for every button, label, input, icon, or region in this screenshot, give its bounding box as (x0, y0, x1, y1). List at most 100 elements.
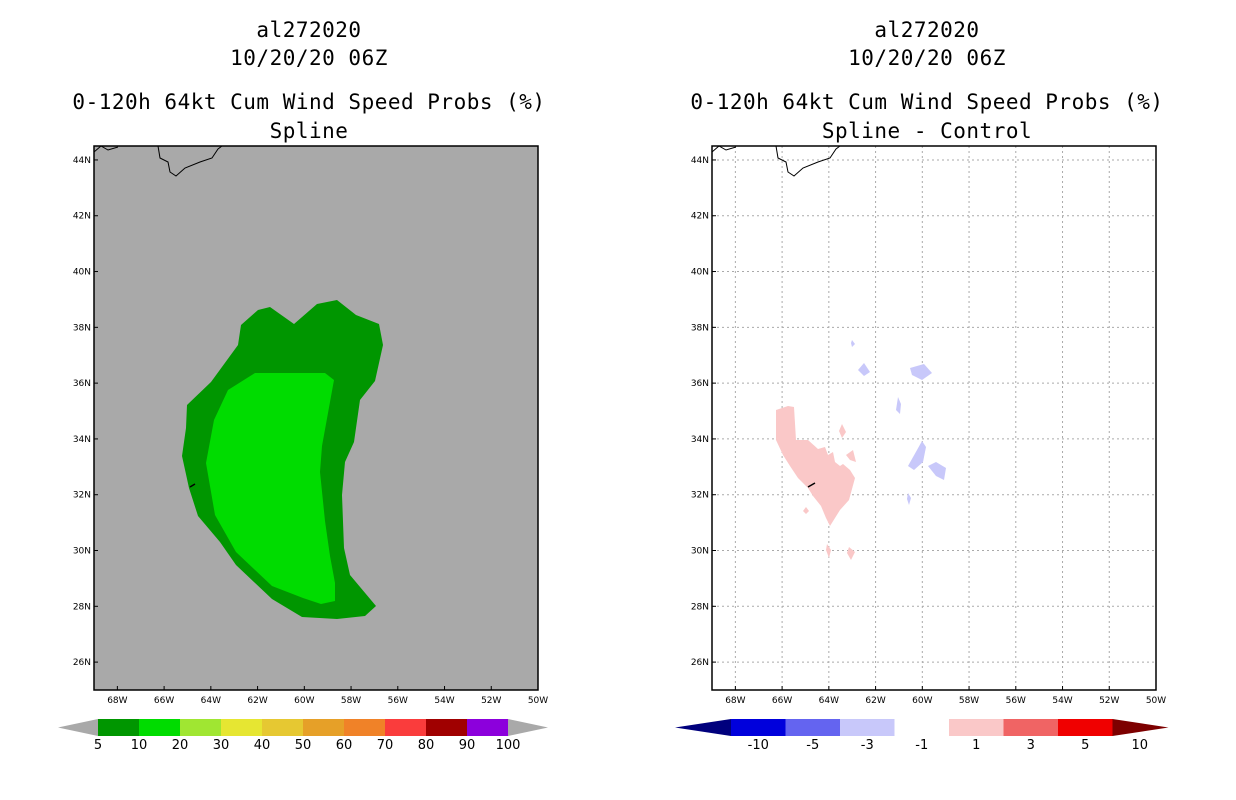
colorbar-label: 90 (459, 738, 476, 753)
colorbar-end-low (58, 719, 98, 736)
diff-region-negative (910, 364, 932, 380)
y-tick-label: 42N (691, 212, 709, 222)
colorbar-end-low (675, 719, 731, 736)
diff-region-positive (839, 424, 846, 438)
x-tick-label: 54W (1052, 696, 1072, 706)
x-tick-label: 54W (434, 696, 454, 706)
colorbar-label: -3 (861, 738, 874, 753)
y-tick-label: 28N (691, 602, 709, 612)
right-panel: al272020 10/20/20 06Z 0-120h 64kt Cum Wi… (618, 0, 1236, 800)
y-tick-label: 44N (73, 156, 91, 166)
x-tick-label: 62W (865, 696, 885, 706)
x-tick-label: 60W (912, 696, 932, 706)
colorbar-swatch (1003, 719, 1058, 736)
x-tick-label: 50W (528, 696, 548, 706)
colorbar-swatch (785, 719, 840, 736)
chart-subtitle-left: Spline (269, 119, 349, 143)
x-tick-label: 56W (388, 696, 408, 706)
colorbar-label: 5 (94, 738, 102, 753)
date-right: 10/20/20 06Z (848, 46, 1006, 70)
island-outline-left (189, 483, 196, 488)
x-tick-label: 68W (107, 696, 127, 706)
x-tick-label: 58W (959, 696, 979, 706)
colorbar-label: 80 (418, 738, 435, 753)
y-tick-label: 30N (73, 547, 91, 557)
y-tick-label: 42N (73, 212, 91, 222)
colorbar-label: 1 (972, 738, 980, 753)
colorbar-label: 10 (1131, 738, 1148, 753)
colorbar-swatch (426, 719, 467, 736)
diff-region-negative (858, 363, 870, 376)
x-tick-label: 60W (294, 696, 314, 706)
diff-region-positive (847, 547, 855, 560)
coastline-right (711, 145, 841, 177)
colorbar-label: 3 (1027, 738, 1035, 753)
colorbar-label: 100 (496, 738, 521, 753)
diff-region-negative (851, 340, 855, 347)
colorbar-label: -5 (806, 738, 819, 753)
colorbar-label: 40 (254, 738, 271, 753)
colorbar-swatch (139, 719, 180, 736)
map-frame-right (711, 145, 1157, 691)
coastline-left (93, 145, 223, 177)
colorbar-swatch (98, 719, 139, 736)
diff-region-positive (776, 406, 855, 526)
x-tick-label: 64W (201, 696, 221, 706)
x-tick-label: 52W (1099, 696, 1119, 706)
colorbar-label: 30 (213, 738, 230, 753)
colorbar-swatch (840, 719, 895, 736)
chart-subtitle-right: Spline - Control (821, 119, 1033, 143)
colorbar-swatch (731, 719, 786, 736)
diff-region-positive (826, 544, 831, 558)
x-tick-label: 68W (725, 696, 745, 706)
colorbar-label: 60 (336, 738, 353, 753)
map-frame-left (93, 145, 539, 691)
storm-id-left: al272020 (256, 18, 362, 42)
colorbar-label: 50 (295, 738, 312, 753)
chart-title-right: 0-120h 64kt Cum Wind Speed Probs (%) (690, 90, 1164, 114)
y-tick-label: 36N (691, 379, 709, 389)
colorbar-label: -10 (748, 738, 769, 753)
colorbar-swatch (1058, 719, 1113, 736)
x-tick-label: 52W (481, 696, 501, 706)
colorbar-swatch (949, 719, 1004, 736)
colorbar-swatch (262, 719, 303, 736)
colorbar-swatch (221, 719, 262, 736)
y-tick-label: 34N (73, 435, 91, 445)
y-tick-label: 38N (691, 323, 709, 333)
colorbar-swatch (894, 719, 949, 736)
y-tick-label: 32N (73, 491, 91, 501)
colorbar-swatch (180, 719, 221, 736)
colorbar-label: 10 (131, 738, 148, 753)
colorbar-swatch (344, 719, 385, 736)
diff-region-negative (907, 493, 911, 505)
y-tick-label: 30N (691, 547, 709, 557)
y-tick-label: 40N (73, 268, 91, 278)
colorbar-end-high (1112, 719, 1169, 736)
y-tick-label: 26N (691, 658, 709, 668)
y-tick-label: 32N (691, 491, 709, 501)
prob-region-10-20 (206, 373, 335, 604)
colorbar-label: 20 (172, 738, 189, 753)
colorbar-label: 70 (377, 738, 394, 753)
x-tick-label: 56W (1006, 696, 1026, 706)
diff-region-positive (803, 507, 809, 514)
x-tick-label: 58W (341, 696, 361, 706)
x-tick-label: 50W (1146, 696, 1166, 706)
diff-region-positive (846, 450, 856, 462)
colorbar-swatch (385, 719, 426, 736)
x-tick-label: 62W (247, 696, 267, 706)
colorbar-label: -1 (915, 738, 928, 753)
diff-region-negative (928, 462, 946, 480)
y-tick-label: 44N (691, 156, 709, 166)
colorbar-label: 5 (1081, 738, 1089, 753)
storm-id-right: al272020 (874, 18, 980, 42)
y-tick-label: 40N (691, 268, 709, 278)
y-tick-label: 28N (73, 602, 91, 612)
x-tick-label: 66W (772, 696, 792, 706)
diff-region-negative (908, 441, 926, 470)
colorbar-end-high (508, 719, 548, 736)
y-tick-label: 38N (73, 323, 91, 333)
date-left: 10/20/20 06Z (230, 46, 388, 70)
x-tick-label: 64W (819, 696, 839, 706)
